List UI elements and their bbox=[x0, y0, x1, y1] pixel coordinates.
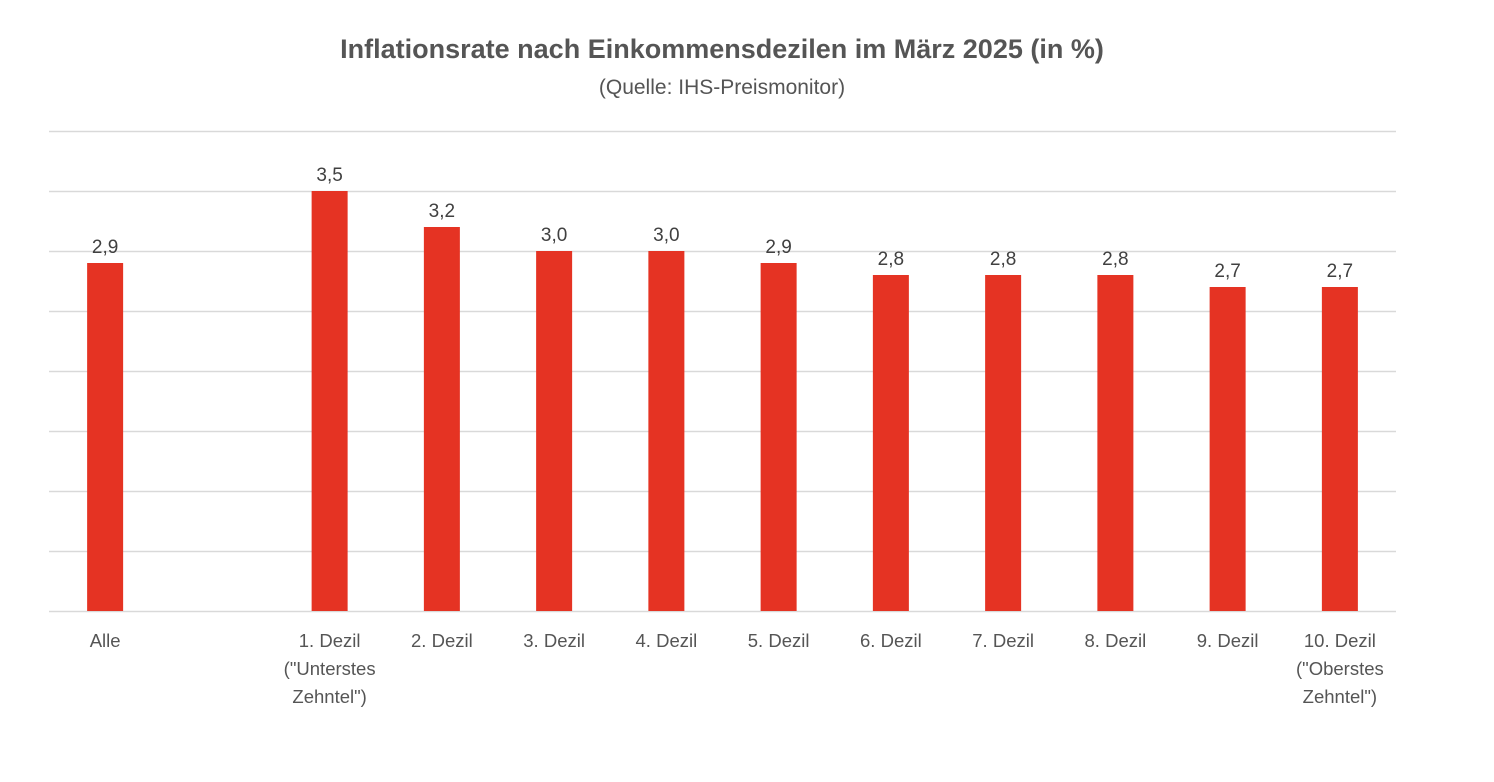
category-label: 8. Dezil bbox=[1085, 630, 1147, 651]
category-label: ("Unterstes bbox=[284, 658, 376, 679]
category-label: ("Oberstes bbox=[1296, 658, 1384, 679]
gridlines bbox=[49, 130, 1396, 613]
data-label: 2,7 bbox=[1327, 261, 1353, 282]
data-label: 2,8 bbox=[1102, 249, 1128, 270]
bar bbox=[311, 191, 348, 611]
data-label: 2,9 bbox=[92, 237, 118, 258]
category-label: Zehntel") bbox=[1303, 686, 1377, 707]
data-label: 2,7 bbox=[1214, 261, 1240, 282]
bar bbox=[1209, 287, 1246, 611]
bar bbox=[760, 263, 797, 611]
data-label: 2,9 bbox=[765, 237, 791, 258]
bar bbox=[87, 263, 124, 611]
bar bbox=[1097, 275, 1134, 611]
category-label: 7. Dezil bbox=[972, 630, 1034, 651]
category-label: 5. Dezil bbox=[748, 630, 810, 651]
bars bbox=[87, 191, 1358, 611]
data-label: 3,2 bbox=[429, 201, 455, 222]
category-label: 4. Dezil bbox=[636, 630, 698, 651]
bar bbox=[648, 251, 685, 611]
category-label: 2. Dezil bbox=[411, 630, 473, 651]
category-label: 1. Dezil bbox=[299, 630, 361, 651]
category-label: Zehntel") bbox=[292, 686, 366, 707]
category-label: 10. Dezil bbox=[1304, 630, 1376, 651]
category-label: Alle bbox=[90, 630, 121, 651]
bar bbox=[536, 251, 573, 611]
data-label: 3,5 bbox=[316, 165, 342, 186]
bar bbox=[985, 275, 1022, 611]
data-labels: 2,9 3,5 3,2 3,0 3,0 2,9 2,8 2,8 2,8 2,7 2,7 bbox=[92, 165, 1353, 282]
category-label: 9. Dezil bbox=[1197, 630, 1259, 651]
data-label: 2,8 bbox=[878, 249, 904, 270]
category-label: 6. Dezil bbox=[860, 630, 922, 651]
category-label: 3. Dezil bbox=[523, 630, 585, 651]
chart-subtitle: (Quelle: IHS-Preismonitor) bbox=[598, 76, 846, 99]
data-label: 3,0 bbox=[541, 225, 567, 246]
data-label: 2,8 bbox=[990, 249, 1016, 270]
chart-title: Inflationsrate nach Einkommensdezilen im… bbox=[340, 34, 1104, 64]
bar bbox=[1321, 287, 1358, 611]
bar bbox=[423, 227, 460, 611]
category-labels: Alle 1. Dezil ("Unterstes Zehntel") 2. Dezil… bbox=[90, 630, 1384, 707]
bar bbox=[872, 275, 909, 611]
data-label: 3,0 bbox=[653, 225, 679, 246]
